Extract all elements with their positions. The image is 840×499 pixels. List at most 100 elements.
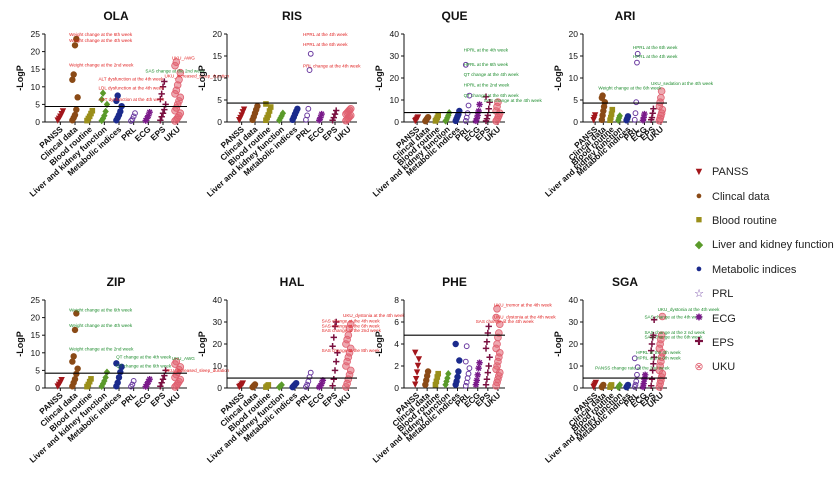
data-point — [472, 117, 480, 125]
legend-item-panss: ▼ PANSS — [686, 160, 840, 184]
point-annotation: UKU_increased_sleep_duration — [164, 74, 229, 79]
data-point — [161, 106, 168, 113]
data-point — [650, 316, 658, 323]
panel-title: ZIP — [107, 275, 126, 289]
y-axis-label: -LogP — [197, 65, 207, 91]
x-tick-label: UKU — [333, 124, 353, 143]
legend-label: PANSS — [712, 166, 749, 179]
data-point — [634, 59, 640, 66]
data-point — [616, 112, 623, 120]
data-point — [466, 365, 473, 372]
data-point — [492, 313, 500, 322]
y-tick-label: 10 — [213, 361, 223, 371]
data-point — [143, 381, 151, 388]
data-point — [435, 370, 441, 377]
point-annotation: HPRL at the 4th week — [636, 350, 681, 355]
star-burst-icon: ✸ — [694, 312, 704, 325]
data-point — [609, 106, 616, 113]
circle-cross-icon: ⊗ — [694, 360, 704, 373]
legend-item-clinical: ● Clincal data — [686, 184, 840, 208]
data-point — [333, 358, 340, 365]
data-point — [647, 347, 655, 354]
data-point — [329, 382, 336, 389]
point-annotation: QT change at the 4th week — [464, 72, 520, 77]
data-point — [146, 376, 153, 383]
data-point — [70, 71, 77, 78]
data-point — [473, 115, 481, 122]
panel-title: ARI — [615, 9, 636, 23]
data-point — [319, 377, 327, 384]
data-point — [494, 98, 502, 106]
data-point — [634, 371, 640, 378]
data-point — [334, 349, 341, 356]
data-point — [631, 355, 638, 362]
data-point — [333, 107, 340, 114]
point-annotation: HPRL at the 2nd week — [464, 82, 510, 87]
legend-item-ecg: ✸ ECG — [686, 306, 840, 330]
data-point — [649, 367, 656, 374]
data-point — [157, 95, 164, 103]
data-point — [650, 354, 658, 361]
point-annotation: HPRL at the 4th week — [303, 32, 348, 37]
data-point — [493, 340, 501, 348]
y-tick-label: 5 — [573, 95, 578, 105]
data-point — [463, 343, 470, 350]
data-point — [472, 381, 480, 388]
data-point — [435, 112, 441, 119]
data-point — [132, 110, 138, 117]
data-point — [456, 107, 463, 115]
data-point — [648, 340, 656, 348]
plus-icon: ✚ — [694, 336, 704, 349]
y-tick-label: 20 — [31, 313, 41, 323]
data-point — [86, 113, 93, 120]
point-annotation: SAS change at the 4th week — [484, 98, 543, 103]
data-point — [452, 340, 459, 348]
data-point — [331, 323, 339, 330]
legend-label: Liver and kidney function — [712, 239, 834, 252]
panel-title: SGA — [612, 275, 638, 289]
data-point — [329, 343, 336, 350]
data-point — [306, 67, 313, 73]
data-point — [330, 376, 337, 383]
data-point — [412, 381, 419, 388]
data-point — [631, 116, 638, 123]
data-point — [89, 107, 96, 114]
data-point — [88, 110, 94, 117]
data-point — [483, 338, 491, 345]
data-point — [633, 99, 640, 106]
data-point — [294, 105, 301, 113]
data-point — [130, 113, 137, 120]
data-point — [73, 35, 80, 43]
data-point — [143, 115, 151, 122]
y-tick-label: 0 — [35, 383, 40, 393]
point-annotation: SAS change at the 2 nd week — [644, 330, 705, 335]
point-annotation: QT change at the 6th week — [464, 93, 520, 98]
data-point — [482, 345, 490, 352]
legend-item-eps: ✚ EPS — [686, 331, 840, 355]
data-point — [102, 373, 109, 382]
data-point — [158, 379, 165, 386]
data-point — [117, 108, 124, 115]
diamond-icon: ◆ — [694, 238, 704, 251]
data-point — [641, 371, 649, 378]
x-tick-label: UKU — [162, 390, 182, 409]
y-tick-label: 40 — [390, 29, 400, 39]
y-tick-label: 20 — [213, 29, 223, 39]
y-tick-label: 0 — [573, 117, 578, 127]
data-point — [462, 118, 469, 124]
y-tick-label: 10 — [569, 73, 579, 83]
data-point — [71, 42, 79, 49]
point-annotation: HPRL at the 4th week — [464, 48, 509, 53]
panel-title: QUE — [441, 9, 467, 23]
data-point — [483, 376, 491, 383]
data-point — [86, 378, 93, 385]
data-point — [650, 105, 657, 112]
data-point — [317, 114, 324, 121]
data-point — [88, 376, 94, 382]
data-point — [445, 370, 452, 378]
point-annotation: UKU_dystonia at the 4th week — [343, 313, 405, 318]
data-point — [632, 110, 639, 117]
data-point — [145, 112, 152, 119]
data-point — [157, 383, 164, 390]
point-annotation: AST dysfunction at the 4th week — [98, 97, 165, 102]
